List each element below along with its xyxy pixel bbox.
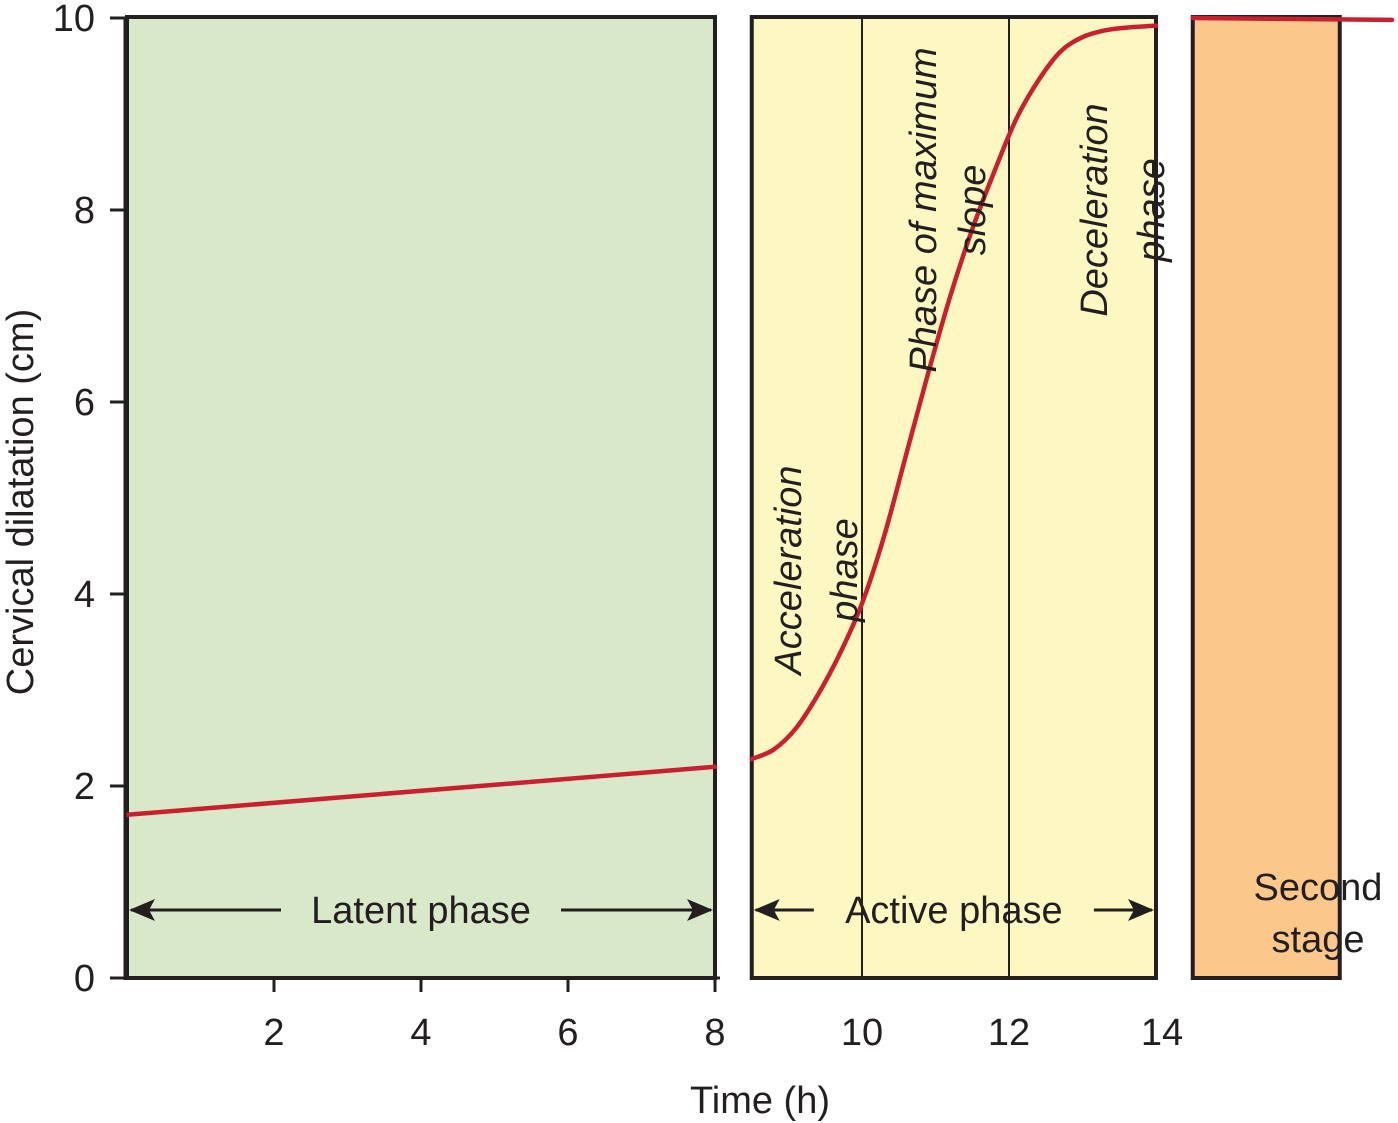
subphase-phase-of-maximum-slope-line-1: Phase of maximum (903, 47, 945, 372)
x-tick-label-2: 2 (263, 1012, 284, 1054)
subphase-phase-of-maximum-slope-line-2: slope (952, 165, 994, 256)
y-tick-label-8: 8 (74, 190, 95, 232)
y-tick-label-4: 4 (74, 574, 95, 616)
region-active-phase (749, 15, 1158, 980)
axes: 0 2 4 6 8 10 2 4 6 8 10 12 14 (53, 0, 1183, 1054)
latent-phase-arrowhead-right (687, 899, 713, 921)
x-axis-title: Time (h) (690, 1080, 830, 1122)
series-latent-phase-curve (124, 764, 718, 818)
x-tick-label-14: 14 (1141, 1012, 1183, 1054)
active-phase-arrowhead-left (753, 899, 780, 921)
x-tick-label-12: 12 (988, 1012, 1030, 1054)
y-tick-label-0: 0 (74, 958, 95, 1000)
latent-phase-arrowhead-left (129, 899, 155, 921)
region-latent-phase (125, 15, 717, 980)
y-tick-label-6: 6 (74, 382, 95, 424)
subphase-deceleration-phase-line-2: phase (1131, 158, 1173, 263)
phase-labels: Latent phase Active phase Second stage Accel… (129, 47, 1382, 961)
dilatation-curves (124, 15, 1395, 818)
region-second-stage (1190, 15, 1342, 980)
subphase-dividers (861, 17, 1010, 978)
second-stage-label-line-2: stage (1272, 919, 1365, 961)
subphase-acceleration-phase-line-1: Acceleration (768, 465, 810, 676)
x-tick-label-8: 8 (704, 1012, 725, 1054)
y-tick-label-10: 10 (53, 0, 95, 40)
y-tick-label-2: 2 (74, 766, 95, 808)
x-tick-label-6: 6 (557, 1012, 578, 1054)
series-second-stage-curve (1190, 15, 1395, 23)
x-tick-label-4: 4 (410, 1012, 431, 1054)
latent-phase-label: Latent phase (311, 890, 531, 932)
subphase-acceleration-phase-line-2: phase (824, 518, 866, 623)
active-phase-arrowhead-right (1128, 899, 1154, 921)
active-phase-label: Active phase (845, 890, 1063, 932)
series-active-phase-curve (749, 23, 1159, 762)
subphase-deceleration-phase-line-1: Deceleration (1074, 103, 1116, 316)
second-stage-label-line-1: Second (1254, 867, 1383, 909)
y-axis-title: Cervical dilatation (cm) (0, 309, 42, 695)
x-tick-label-10: 10 (841, 1012, 883, 1054)
